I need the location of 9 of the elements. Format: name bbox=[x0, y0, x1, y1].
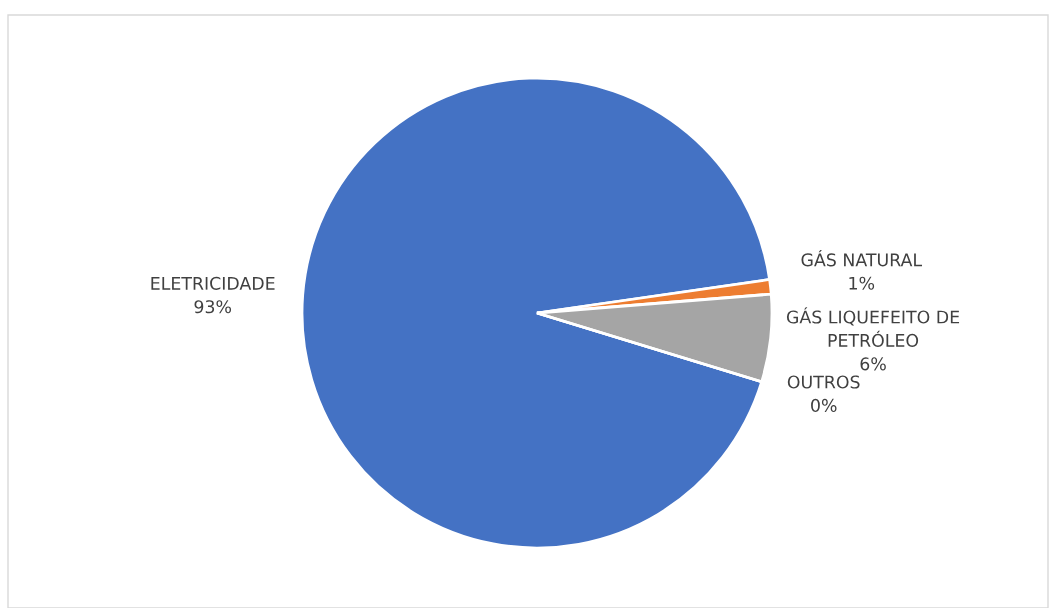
slice-label: GÁS LIQUEFEITO DE PETRÓLEO bbox=[786, 307, 960, 347]
data-label: 93% bbox=[194, 300, 232, 314]
pie-slice bbox=[300, 76, 771, 550]
category-label: OUTROS bbox=[787, 375, 860, 389]
data-label: 1% bbox=[849, 276, 875, 290]
slice-label: ELETRICIDADE bbox=[151, 276, 275, 290]
slice-label: GÁS NATURAL bbox=[801, 250, 923, 267]
data-label: 6% bbox=[860, 357, 886, 371]
text: 0% bbox=[811, 398, 837, 412]
